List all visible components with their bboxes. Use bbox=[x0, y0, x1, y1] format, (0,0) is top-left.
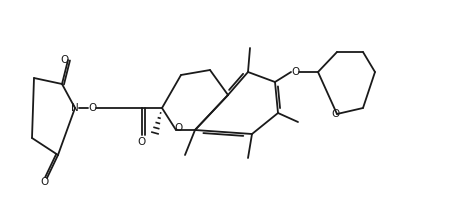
Text: O: O bbox=[137, 137, 145, 147]
Text: O: O bbox=[291, 67, 299, 77]
Text: O: O bbox=[331, 109, 339, 119]
Text: O: O bbox=[174, 123, 182, 133]
Text: O: O bbox=[60, 55, 68, 65]
Text: N: N bbox=[71, 103, 79, 113]
Text: O: O bbox=[88, 103, 96, 113]
Text: O: O bbox=[40, 177, 48, 187]
